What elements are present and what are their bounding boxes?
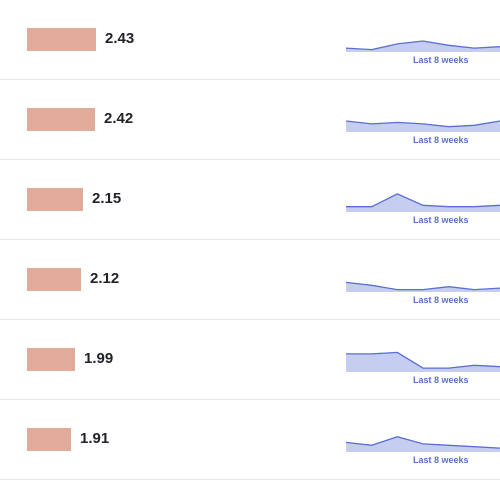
sparkline-line bbox=[345, 436, 500, 449]
list-item: 2.42 Last 8 weeks bbox=[0, 80, 500, 160]
value-bar bbox=[27, 108, 95, 131]
list-item: 2.43 Last 8 weeks bbox=[0, 0, 500, 80]
sparkline-label: Last 8 weeks bbox=[413, 55, 469, 65]
sparkline-label: Last 8 weeks bbox=[413, 135, 469, 145]
value-bar bbox=[27, 188, 83, 211]
sparkline-area bbox=[346, 282, 500, 292]
value-bar bbox=[27, 28, 96, 51]
sparkline-area bbox=[346, 352, 500, 372]
metric-value: 2.12 bbox=[90, 270, 120, 287]
metric-value: 2.15 bbox=[92, 190, 122, 207]
list-item: 2.15 Last 8 weeks bbox=[0, 160, 500, 240]
sparkline-area bbox=[346, 121, 500, 132]
sparkline-label: Last 8 weeks bbox=[413, 375, 469, 385]
sparkline-line bbox=[345, 40, 500, 51]
list-item: 2.12 Last 8 weeks bbox=[0, 240, 500, 320]
sparkline-area bbox=[346, 193, 500, 212]
sparkline bbox=[346, 193, 500, 212]
metric-value: 1.99 bbox=[84, 350, 114, 367]
sparkline bbox=[345, 120, 500, 132]
sparkline-label: Last 8 weeks bbox=[413, 295, 469, 305]
metric-value: 2.42 bbox=[104, 110, 134, 127]
sparkline-line bbox=[345, 120, 500, 128]
sparkline bbox=[345, 281, 500, 292]
sparkline-line bbox=[345, 281, 500, 291]
sparkline-line bbox=[346, 351, 500, 369]
value-bar bbox=[27, 268, 81, 291]
metric-value: 1.91 bbox=[80, 430, 110, 447]
list-item: 1.99 Last 8 weeks bbox=[0, 320, 500, 400]
sparkline bbox=[345, 436, 500, 452]
list-item: 1.91 Last 8 weeks bbox=[0, 400, 500, 480]
sparkline-label: Last 8 weeks bbox=[413, 215, 469, 225]
sparkline bbox=[345, 40, 500, 52]
metric-value: 2.43 bbox=[105, 30, 135, 47]
value-bar bbox=[27, 428, 71, 451]
value-bar bbox=[27, 348, 75, 371]
sparkline-label: Last 8 weeks bbox=[413, 455, 469, 465]
sparkline bbox=[346, 351, 500, 372]
sparkline-area bbox=[346, 41, 500, 52]
sparkline-line bbox=[346, 193, 500, 208]
